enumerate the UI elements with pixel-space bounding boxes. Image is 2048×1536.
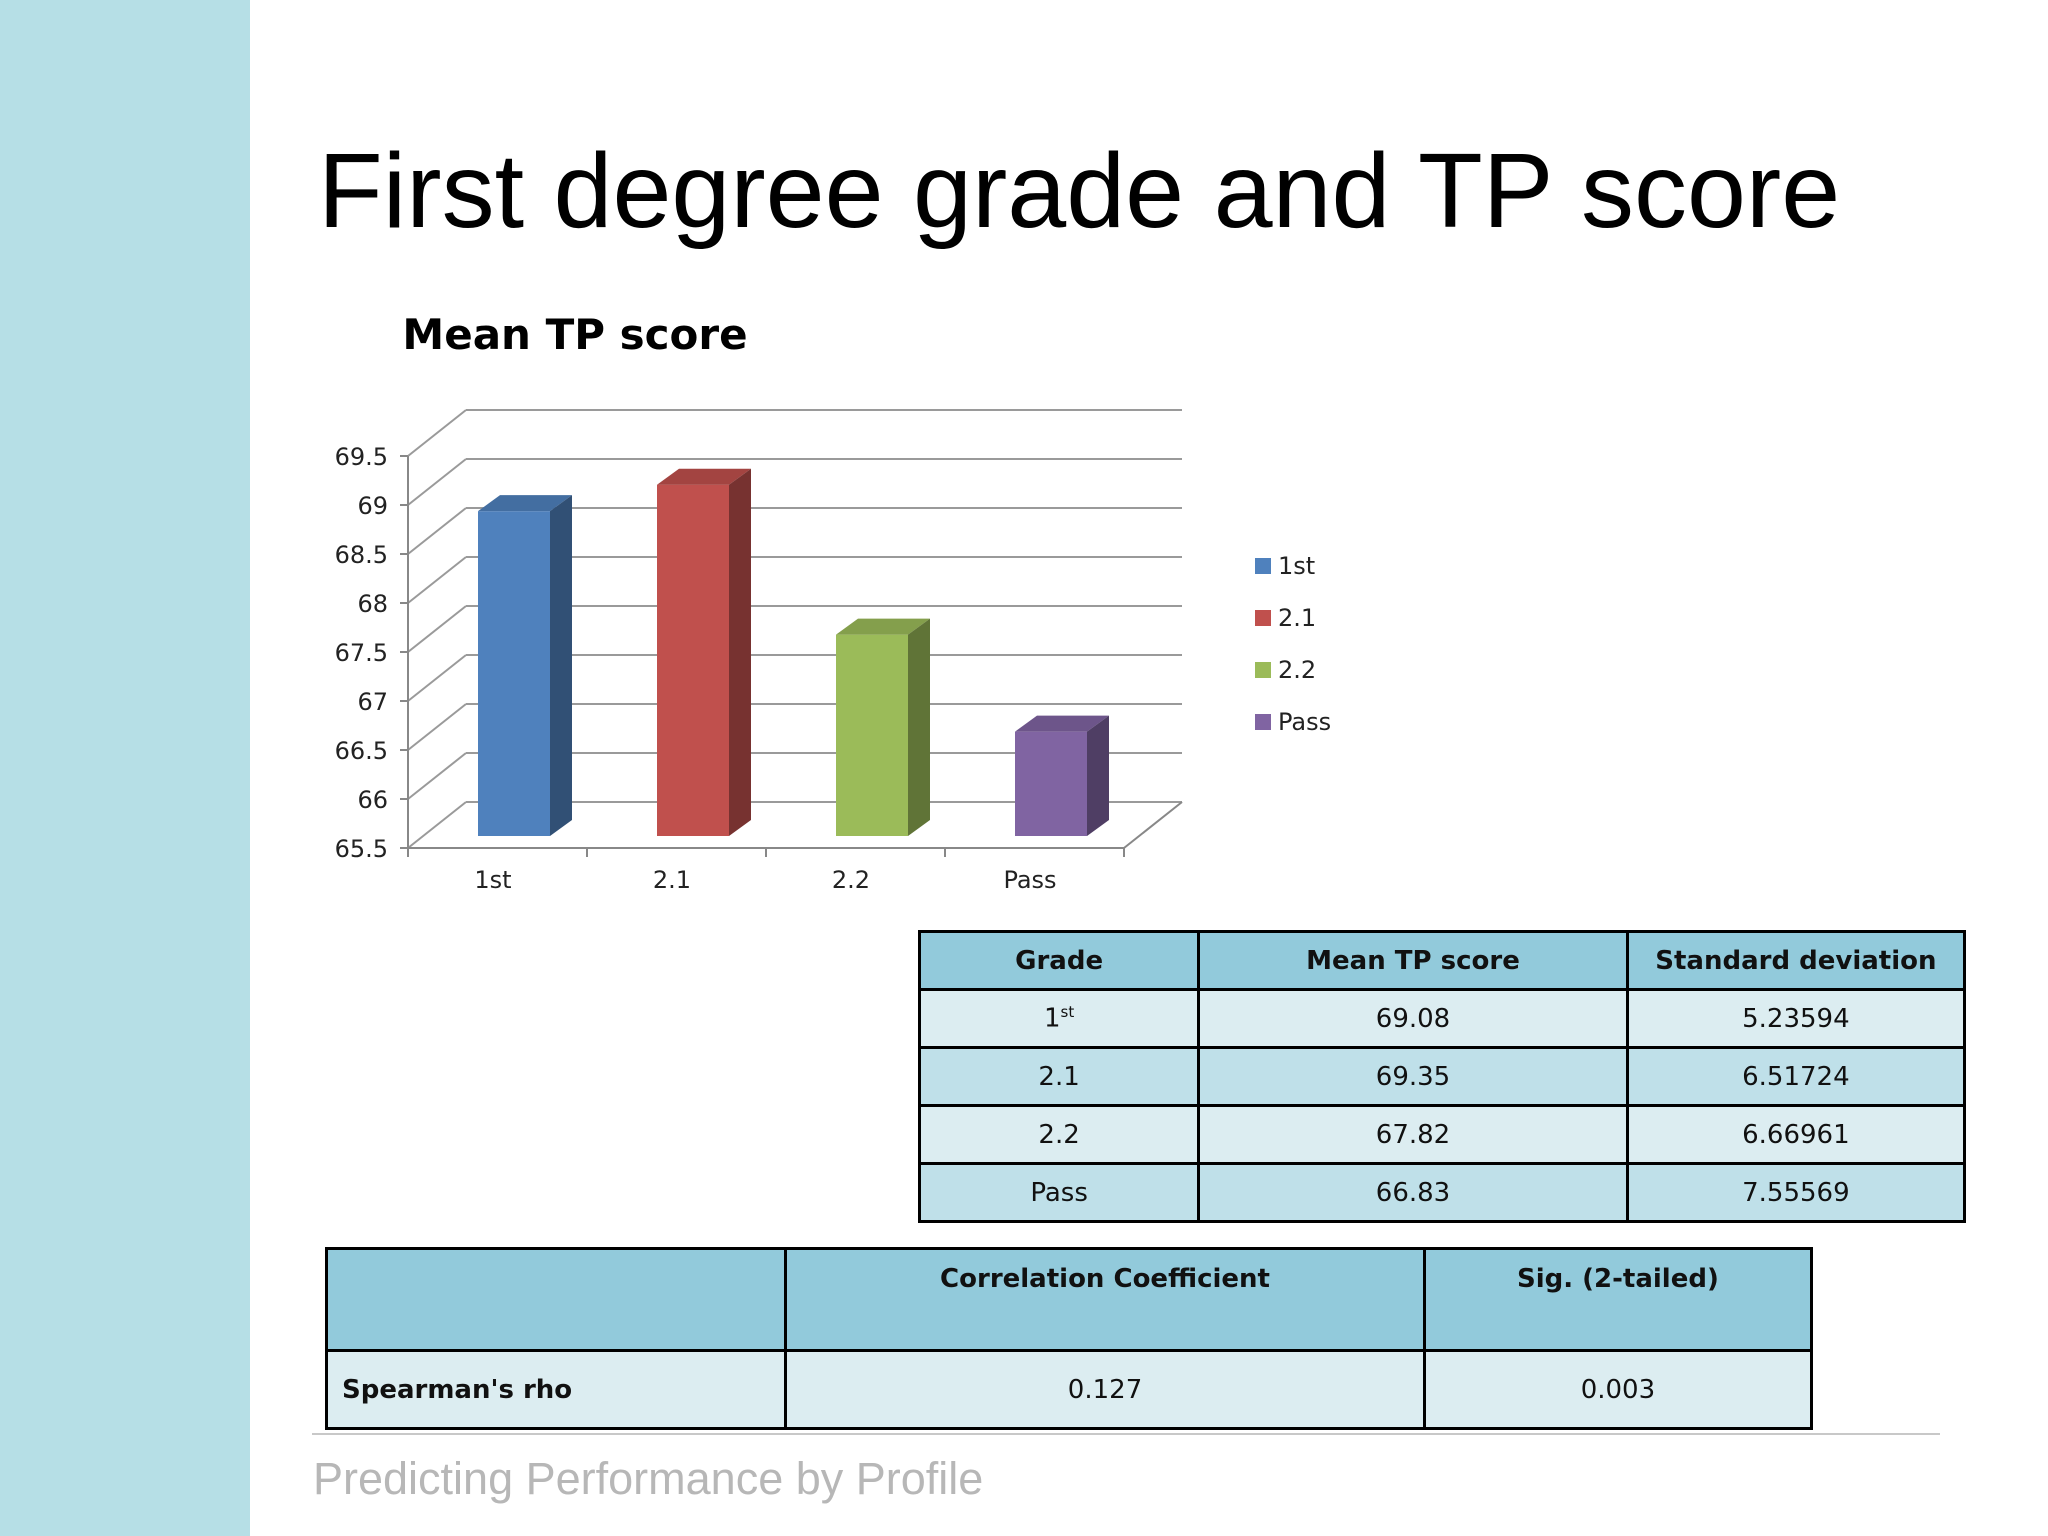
legend-label: 2.2 xyxy=(1278,656,1316,684)
bar-side xyxy=(729,468,751,836)
sd-cell: 7.55569 xyxy=(1625,1162,1967,1223)
header-sd: Standard deviation xyxy=(1625,930,1967,991)
x-tick-label: 2.2 xyxy=(832,866,870,894)
bar-front xyxy=(836,634,908,836)
legend-swatch xyxy=(1255,558,1271,574)
legend-swatch xyxy=(1255,610,1271,626)
legend-label: 2.1 xyxy=(1278,604,1316,632)
gridline-wall xyxy=(407,654,467,702)
y-tick-label: 69.5 xyxy=(335,443,388,471)
y-tick-label: 66 xyxy=(357,786,388,814)
gridline-wall xyxy=(407,703,467,751)
table-row: 2.2 67.82 6.66961 xyxy=(917,1104,1967,1165)
header-grade: Grade xyxy=(917,930,1201,991)
bar-Pass xyxy=(1015,715,1109,836)
correlation-table: Correlation Coefficient Sig. (2-tailed) … xyxy=(324,1247,1814,1430)
bar-top xyxy=(657,468,751,485)
x-tick-label: 2.1 xyxy=(653,866,691,894)
legend-swatch xyxy=(1255,662,1271,678)
bar-front xyxy=(657,484,729,836)
coefficient-cell: 0.127 xyxy=(784,1349,1426,1430)
mean-cell: 69.08 xyxy=(1197,988,1629,1049)
bar-side xyxy=(1087,715,1109,836)
grade-cell: 1st xyxy=(917,988,1201,1049)
sd-cell: 6.51724 xyxy=(1625,1046,1967,1107)
bar-front xyxy=(478,511,550,836)
table-row: 2.1 69.35 6.51724 xyxy=(917,1046,1967,1107)
x-tick-label: Pass xyxy=(1003,866,1056,894)
header-sig: Sig. (2-tailed) xyxy=(1422,1247,1814,1352)
y-tick-label: 68 xyxy=(357,590,388,618)
legend-label: 1st xyxy=(1278,552,1315,580)
header-correlation: Correlation Coefficient xyxy=(784,1247,1426,1352)
mean-cell: 66.83 xyxy=(1197,1162,1629,1223)
stats-table: Grade Mean TP score Standard deviation 1… xyxy=(917,930,1967,1223)
bar-2.1 xyxy=(657,468,751,836)
row-label: Spearman's rho xyxy=(324,1349,788,1430)
sd-cell: 5.23594 xyxy=(1625,988,1967,1049)
table-row: 1st 69.08 5.23594 xyxy=(917,988,1967,1049)
gridline-wall xyxy=(407,409,467,457)
grade-cell: Pass xyxy=(917,1162,1201,1223)
gridline-wall xyxy=(407,752,467,800)
bar-top xyxy=(1015,715,1109,732)
mean-cell: 69.35 xyxy=(1197,1046,1629,1107)
y-tick-label: 68.5 xyxy=(335,541,388,569)
bar-chart: 65.5 66 66.5 67 67.5 68 68.5 69 69.5 1st 2.1 2.2 Pas… xyxy=(335,409,1331,894)
grade-superscript: st xyxy=(1060,1003,1075,1022)
bar-side xyxy=(908,618,930,836)
y-tick-label: 67.5 xyxy=(335,639,388,667)
gridline-wall xyxy=(407,605,467,653)
bar-top xyxy=(836,618,930,635)
grade-value: 1 xyxy=(1043,1003,1061,1034)
y-tick-label: 69 xyxy=(357,492,388,520)
bar-top xyxy=(478,495,572,512)
gridline-wall xyxy=(407,556,467,604)
header-mean: Mean TP score xyxy=(1197,930,1629,991)
y-tick-label: 67 xyxy=(357,688,388,716)
gridline-wall xyxy=(407,507,467,555)
gridline-wall xyxy=(407,458,467,506)
bar-1st xyxy=(478,495,572,836)
legend-label: Pass xyxy=(1278,708,1331,736)
footer-text: Predicting Performance by Profile xyxy=(313,1453,984,1504)
x-tick-label: 1st xyxy=(474,866,511,894)
grade-cell: 2.2 xyxy=(917,1104,1201,1165)
gridline-wall xyxy=(407,801,467,849)
grade-cell: 2.1 xyxy=(917,1046,1201,1107)
side-band xyxy=(0,0,250,1536)
y-tick-label: 66.5 xyxy=(335,737,388,765)
table-row: Pass 66.83 7.55569 xyxy=(917,1162,1967,1223)
sd-cell: 6.66961 xyxy=(1625,1104,1967,1165)
bar-front xyxy=(1015,731,1087,836)
y-tick-label: 65.5 xyxy=(335,835,388,863)
sig-cell: 0.003 xyxy=(1422,1349,1814,1430)
chart-title: Mean TP score xyxy=(402,310,748,359)
header-empty xyxy=(324,1247,788,1352)
bar-side xyxy=(550,495,572,836)
mean-cell: 67.82 xyxy=(1197,1104,1629,1165)
table-row: Spearman's rho 0.127 0.003 xyxy=(324,1349,1814,1430)
bar-2.2 xyxy=(836,618,930,836)
floor-edge xyxy=(1123,801,1183,849)
slide-title: First degree grade and TP score xyxy=(318,132,1841,250)
footer-divider xyxy=(312,1433,1940,1435)
legend-swatch xyxy=(1255,714,1271,730)
